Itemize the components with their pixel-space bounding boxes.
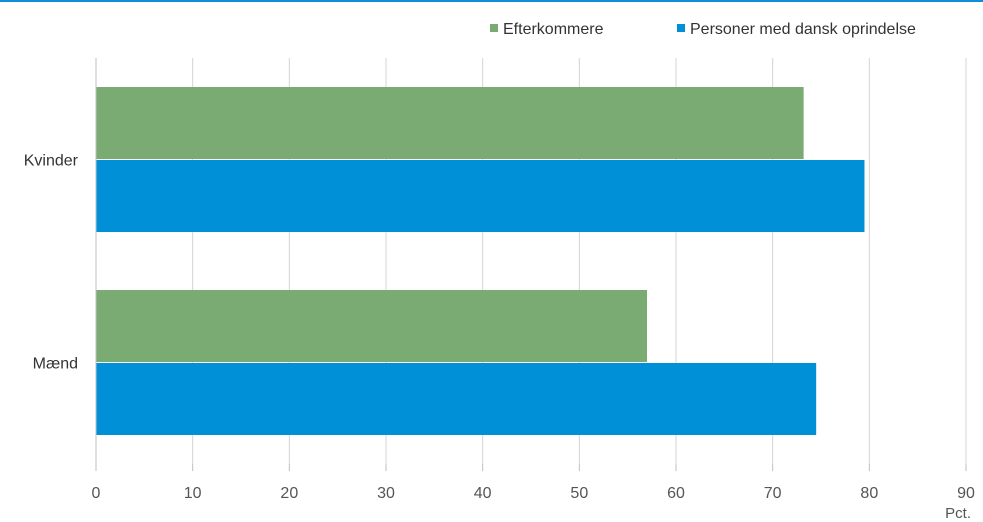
legend-swatch-0 [490, 24, 498, 32]
x-tick-label-10: 10 [184, 485, 202, 502]
bar-mænd-series-1 [96, 363, 817, 435]
x-axis: 0 10 20 30 40 50 60 70 80 90 [92, 58, 975, 502]
x-tick-label-20: 20 [280, 485, 298, 502]
x-tick-label-50: 50 [570, 485, 588, 502]
legend-swatch-1 [677, 24, 685, 32]
x-tick-label-70: 70 [764, 485, 782, 502]
top-rule [0, 0, 983, 2]
legend: Efterkommere Personer med dansk oprindels… [490, 21, 916, 38]
y-category-label-0: Kvinder [24, 153, 79, 170]
bars [96, 87, 865, 435]
x-tick-label-60: 60 [667, 485, 685, 502]
legend-label-0: Efterkommere [503, 21, 604, 38]
x-tick-label-80: 80 [860, 485, 878, 502]
x-tick-label-0: 0 [92, 485, 101, 502]
y-axis: Kvinder Mænd [24, 153, 79, 373]
x-tick-label-30: 30 [377, 485, 395, 502]
bar-mænd-series-0 [96, 290, 647, 362]
bar-kvinder-series-0 [96, 87, 804, 159]
bar-kvinder-series-1 [96, 160, 865, 232]
x-tick-label-90: 90 [957, 485, 975, 502]
x-axis-unit-label: Pct. [945, 505, 971, 522]
x-tick-label-40: 40 [474, 485, 492, 502]
legend-label-1: Personer med dansk oprindelse [690, 21, 916, 38]
y-category-label-1: Mænd [33, 356, 78, 373]
